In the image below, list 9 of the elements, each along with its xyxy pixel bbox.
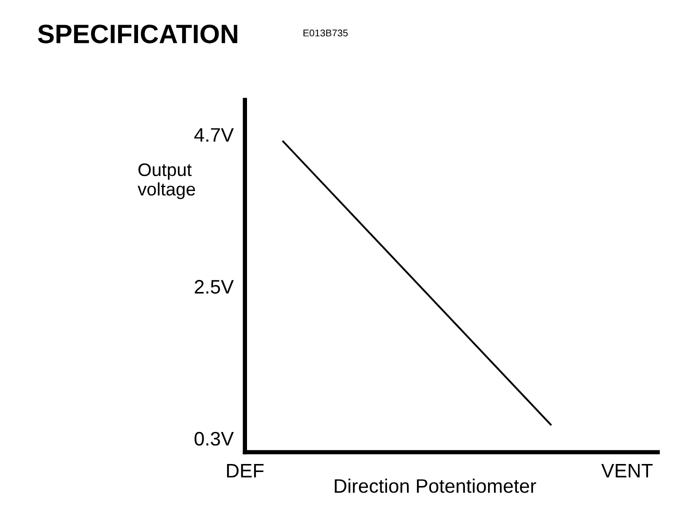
y-tick-label: 0.3V [194,432,234,446]
x-tick-label: VENT [601,464,653,478]
y-tick-label: 2.5V [194,280,234,294]
y-axis-title: Output voltage [138,163,196,200]
y-tick-label: 4.7V [194,128,234,142]
x-tick-label: DEF [227,464,264,478]
text: E013B735 [304,30,348,36]
x-axis-title: Direction Potentiometer [334,478,536,493]
chart-title: SPECIFICATION [38,24,238,44]
